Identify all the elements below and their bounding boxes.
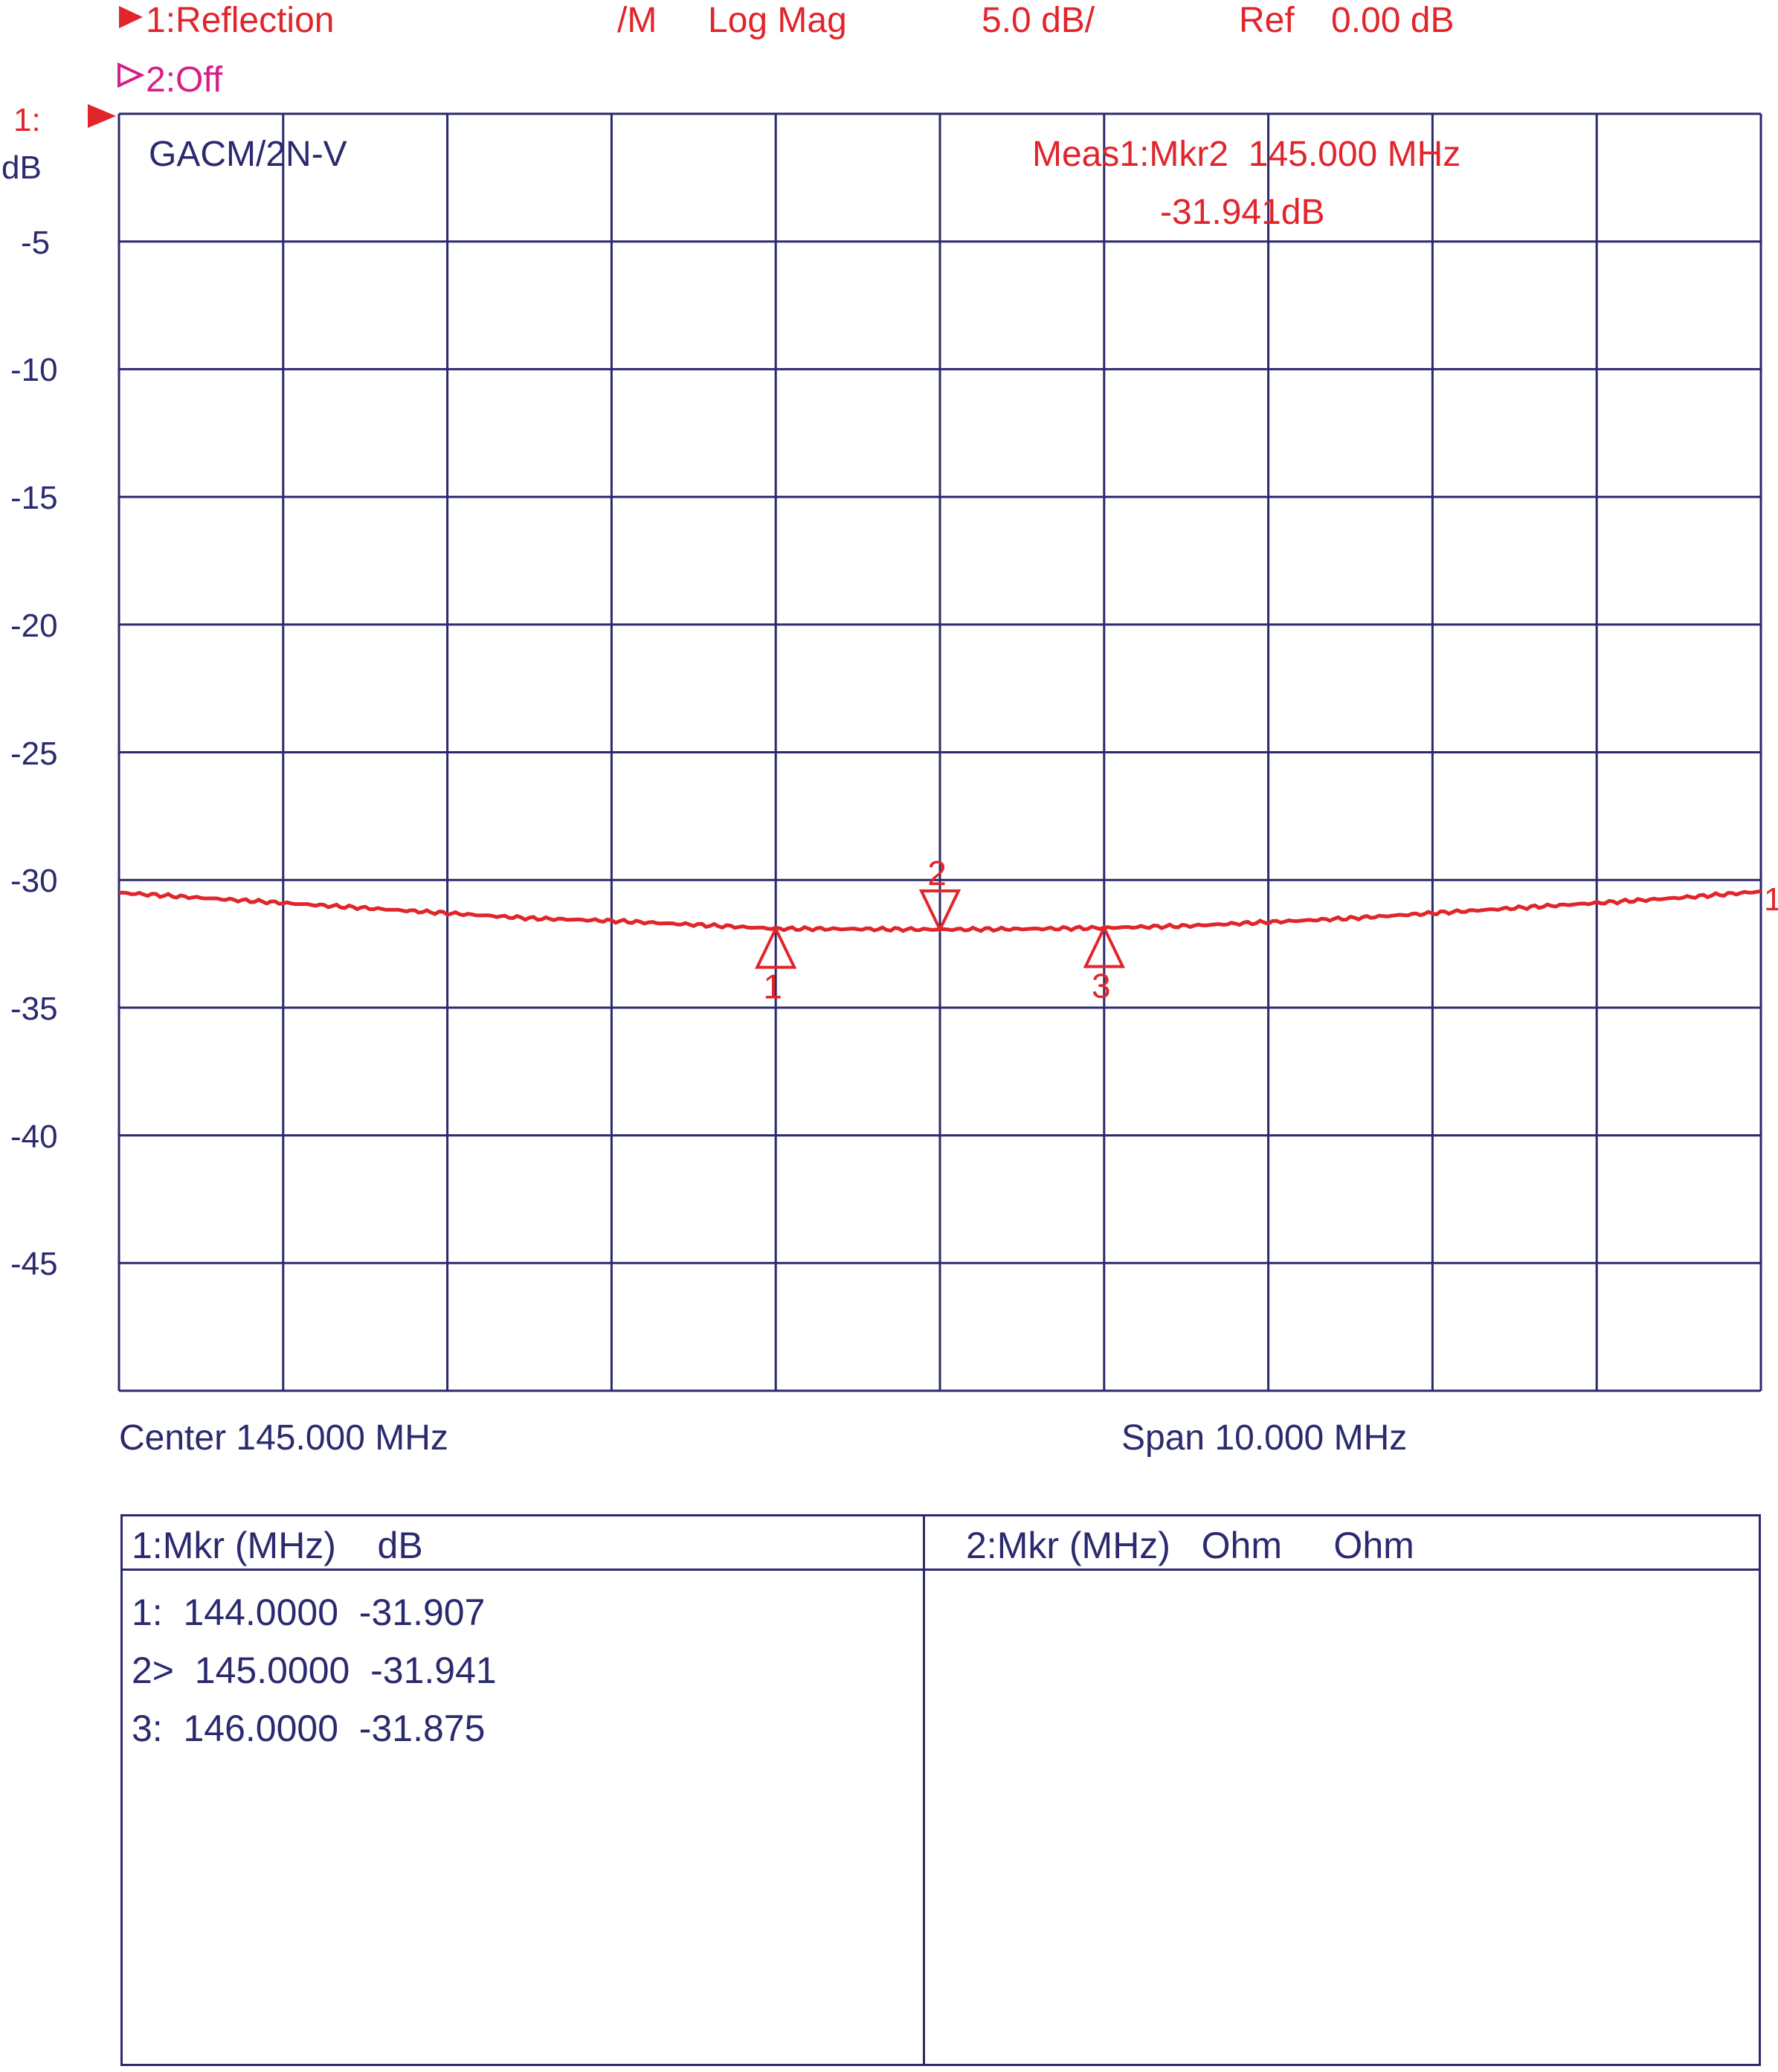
- y-tick-label: -10: [10, 352, 58, 389]
- y-tick-label: -20: [10, 607, 58, 644]
- reference-position-marker: [88, 104, 116, 128]
- y-tick-label: -45: [10, 1246, 58, 1283]
- y-tick-label: -35: [10, 990, 58, 1027]
- marker-table-left-header: 1:Mkr (MHz) dB: [132, 1525, 423, 1566]
- y-tick-label: -30: [10, 863, 58, 900]
- channel-label: 1:: [13, 102, 41, 138]
- table-row[interactable]: 1: 144.0000 -31.907: [132, 1592, 486, 1633]
- trace2-label[interactable]: 2:Off: [146, 60, 223, 100]
- plot-title: GACM/2N-V: [149, 135, 347, 174]
- marker-1-label: 1: [763, 968, 782, 1006]
- marker-table-right-header: 2:Mkr (MHz) Ohm Ohm: [966, 1525, 1414, 1566]
- marker-2: [918, 889, 962, 933]
- marker-1: [755, 925, 797, 969]
- ref-value[interactable]: 0.00 dB: [1331, 1, 1455, 40]
- table-row[interactable]: 2> 145.0000 -31.941: [132, 1650, 497, 1691]
- center-frequency[interactable]: Center 145.000 MHz: [119, 1418, 448, 1458]
- y-tick-label: -25: [10, 735, 58, 772]
- marker-2-label: 2: [927, 854, 947, 892]
- trace1-label[interactable]: 1:Reflection: [146, 1, 335, 40]
- plot-area: 1 2 3: [117, 112, 1762, 1392]
- ref-label: Ref: [1239, 1, 1295, 40]
- trace1-active-indicator: [119, 6, 143, 28]
- marker-3-label: 3: [1092, 967, 1111, 1006]
- format-label[interactable]: Log Mag: [708, 1, 847, 40]
- trace-end-label: 1: [1764, 881, 1778, 918]
- measurement-readout-line2: -31.941dB: [1160, 193, 1325, 232]
- marker-table-divider: [923, 1516, 925, 2064]
- format-prefix: /M: [617, 1, 657, 40]
- marker-3: [1083, 924, 1125, 968]
- marker-table-header-line: [123, 1569, 1759, 1571]
- y-tick-label: -5: [21, 224, 51, 261]
- y-tick-label: -40: [10, 1118, 58, 1155]
- y-axis-unit: dB: [1, 149, 42, 186]
- y-tick-label: -15: [10, 480, 58, 517]
- scale-label[interactable]: 5.0 dB/: [982, 1, 1095, 40]
- trace2-indicator: [117, 62, 145, 88]
- marker-table: 1:Mkr (MHz) dB 2:Mkr (MHz) Ohm Ohm 1: 14…: [120, 1514, 1761, 2066]
- table-row[interactable]: 3: 146.0000 -31.875: [132, 1708, 486, 1749]
- span-frequency[interactable]: Span 10.000 MHz: [1121, 1418, 1408, 1458]
- measurement-readout-line1: Meas1:Mkr2 145.000 MHz: [1032, 135, 1461, 174]
